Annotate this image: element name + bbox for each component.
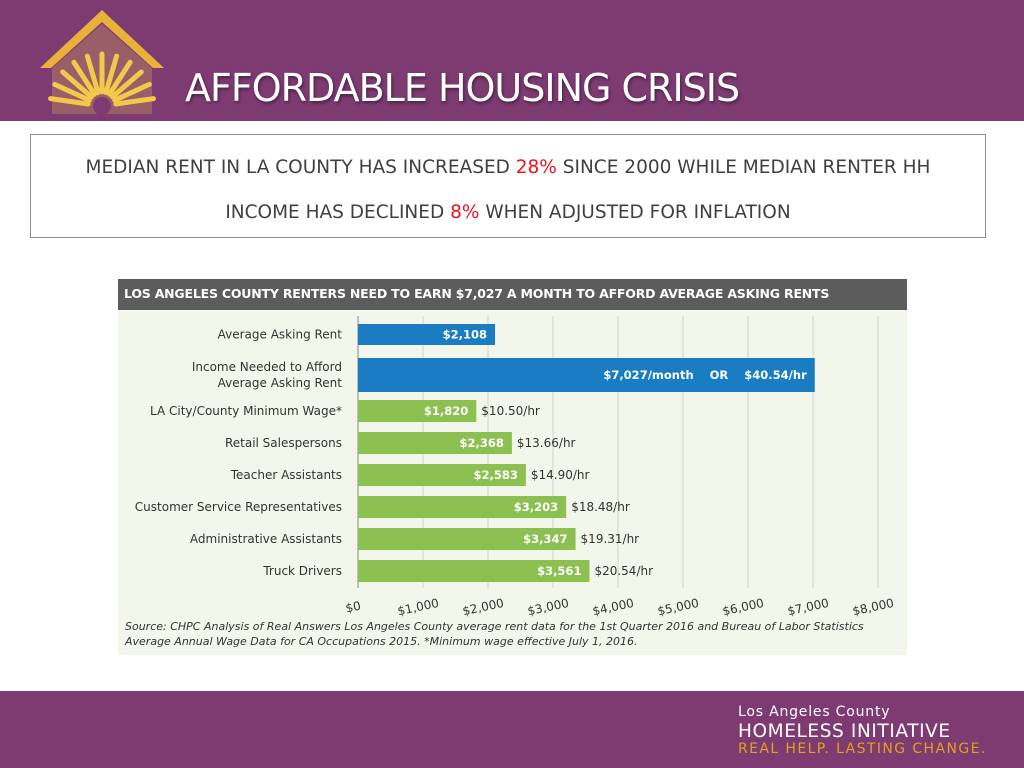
hourly-wage-label: $20.54/hr bbox=[594, 564, 653, 578]
headline-text: MEDIAN RENT IN LA COUNTY HAS INCREASED bbox=[85, 157, 516, 178]
logo-ray bbox=[103, 53, 120, 96]
headline-line-1: MEDIAN RENT IN LA COUNTY HAS INCREASED 2… bbox=[31, 157, 985, 178]
logo-ray bbox=[107, 59, 133, 97]
category-label: Income Needed to Afford bbox=[192, 360, 342, 374]
footer-tagline: REAL HELP. LASTING CHANGE. bbox=[738, 741, 987, 757]
x-tick-label: $1,000 bbox=[396, 596, 440, 618]
x-tick-label: $2,000 bbox=[461, 596, 505, 618]
bar bbox=[358, 528, 576, 550]
category-label: LA City/County Minimum Wage* bbox=[150, 404, 342, 418]
logo-ray bbox=[84, 53, 101, 96]
headline-text: SINCE 2000 WHILE MEDIAN RENTER HH bbox=[556, 157, 931, 178]
category-label: Retail Salespersons bbox=[225, 436, 342, 450]
category-label: Truck Drivers bbox=[262, 564, 342, 578]
x-tick-label: $7,000 bbox=[786, 596, 830, 618]
headline-text: INCOME HAS DECLINED bbox=[225, 202, 451, 223]
logo-ray bbox=[60, 69, 94, 100]
logo-ray bbox=[48, 96, 91, 107]
bar bbox=[358, 496, 567, 518]
bar bbox=[358, 464, 526, 486]
chart-title-bar: LOS ANGELES COUNTY RENTERS NEED TO EARN … bbox=[118, 279, 907, 310]
bar-value-label: $7,027/month OR $40.54/hr bbox=[603, 368, 807, 382]
hourly-wage-label: $10.50/hr bbox=[481, 404, 540, 418]
footer-banner bbox=[0, 691, 1024, 768]
headline-line-2: INCOME HAS DECLINED 8% WHEN ADJUSTED FOR… bbox=[31, 202, 985, 223]
hourly-wage-label: $13.66/hr bbox=[517, 436, 576, 450]
category-label: Average Asking Rent bbox=[218, 328, 343, 342]
chart-panel: LOS ANGELES COUNTY RENTERS NEED TO EARN … bbox=[118, 279, 907, 655]
category-label: Administrative Assistants bbox=[190, 532, 342, 546]
bar-value-label: $1,820 bbox=[424, 404, 468, 418]
bar-value-label: $2,583 bbox=[474, 468, 518, 482]
page-title: AFFORDABLE HOUSING CRISIS bbox=[185, 66, 740, 110]
chart-title: LOS ANGELES COUNTY RENTERS NEED TO EARN … bbox=[124, 286, 830, 301]
headline-text: WHEN ADJUSTED FOR INFLATION bbox=[479, 202, 791, 223]
x-tick-label: $3,000 bbox=[526, 596, 570, 618]
bar-value-label: $3,561 bbox=[537, 564, 581, 578]
bar bbox=[358, 560, 590, 582]
headline-box: MEDIAN RENT IN LA COUNTY HAS INCREASED 2… bbox=[30, 134, 986, 238]
logo-ray bbox=[112, 81, 152, 103]
category-label: Average Asking Rent bbox=[218, 376, 343, 390]
bar-value-label: $2,368 bbox=[460, 436, 504, 450]
bar-value-label: $3,203 bbox=[514, 500, 558, 514]
category-label: Customer Service Representatives bbox=[135, 500, 342, 514]
bar-chart: Average Asking Rent $2,108 Income Needed t… bbox=[135, 316, 895, 618]
sunburst-house-icon bbox=[40, 10, 164, 115]
header-banner: AFFORDABLE HOUSING CRISIS bbox=[0, 0, 1024, 121]
footer-initiative-name: HOMELESS INITIATIVE bbox=[738, 721, 951, 742]
bar-value-label: $3,347 bbox=[523, 532, 567, 546]
x-tick-label: $8,000 bbox=[851, 596, 895, 618]
hourly-wage-label: $14.90/hr bbox=[531, 468, 590, 482]
hourly-wage-label: $18.48/hr bbox=[571, 500, 630, 514]
x-tick-label: $0 bbox=[344, 599, 362, 616]
logo-ray bbox=[52, 81, 92, 103]
bar-value-label: $2,108 bbox=[443, 328, 487, 342]
x-tick-label: $5,000 bbox=[656, 596, 700, 618]
bar bbox=[358, 358, 815, 392]
x-tick-label: $6,000 bbox=[721, 596, 765, 618]
bar bbox=[358, 400, 477, 422]
logo-ray bbox=[110, 69, 144, 100]
rent-increase-percent: 28% bbox=[515, 157, 557, 178]
x-tick-label: $4,000 bbox=[591, 596, 635, 618]
category-label: Teacher Assistants bbox=[230, 468, 342, 482]
income-decline-percent: 8% bbox=[450, 202, 480, 223]
logo-ray bbox=[113, 96, 156, 107]
chart-source-note: Source: CHPC Analysis of Real Answers Lo… bbox=[125, 620, 864, 648]
logo-ray bbox=[71, 59, 97, 97]
footer-org-line: Los Angeles County bbox=[738, 704, 891, 720]
bar bbox=[358, 432, 512, 454]
hourly-wage-label: $19.31/hr bbox=[581, 532, 640, 546]
bar bbox=[358, 324, 496, 345]
